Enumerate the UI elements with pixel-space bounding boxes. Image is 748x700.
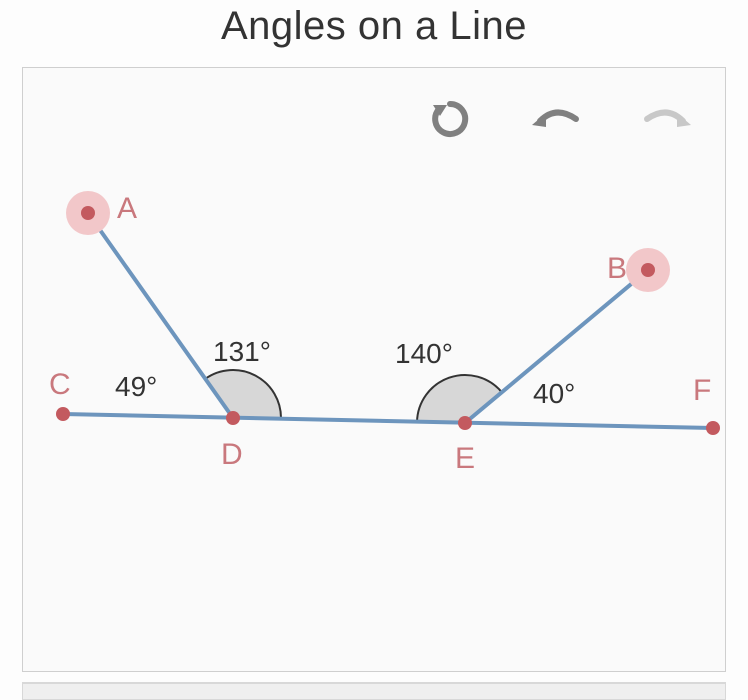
point-F[interactable]	[706, 421, 720, 435]
point-C[interactable]	[56, 407, 70, 421]
angle-label-DEB: 140°	[395, 338, 453, 370]
bottom-panel	[22, 682, 726, 700]
angle-label-ADE: 131°	[213, 336, 271, 368]
point-label-D: D	[221, 438, 243, 472]
point-D[interactable]	[226, 411, 240, 425]
line-DA	[88, 213, 233, 418]
angle-arc-DEB	[417, 375, 502, 423]
point-label-E: E	[455, 442, 475, 476]
point-label-A: A	[117, 192, 137, 226]
angle-label-BEF: 40°	[533, 378, 575, 410]
angle-label-CDA: 49°	[115, 371, 157, 403]
page-title: Angles on a Line	[0, 0, 748, 67]
point-label-C: C	[49, 368, 71, 402]
line-CF	[63, 414, 713, 428]
point-A[interactable]	[81, 206, 95, 220]
point-label-B: B	[607, 252, 627, 286]
diagram-canvas: A B C D E F 49° 131° 140° 40°	[22, 67, 726, 672]
point-label-F: F	[693, 374, 711, 408]
point-E[interactable]	[458, 416, 472, 430]
point-B[interactable]	[641, 263, 655, 277]
